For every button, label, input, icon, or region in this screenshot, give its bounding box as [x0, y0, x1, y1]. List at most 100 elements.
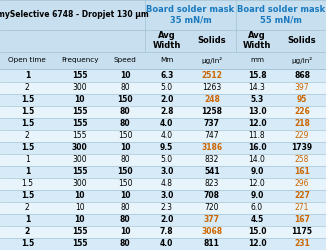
Text: 13.0: 13.0	[248, 107, 266, 116]
Text: 1.5: 1.5	[21, 179, 33, 188]
Text: 737: 737	[204, 119, 220, 128]
Text: 1739: 1739	[291, 143, 313, 152]
Text: Board solder mask
35 mN/m: Board solder mask 35 mN/m	[146, 5, 235, 24]
Text: 9.0: 9.0	[250, 167, 264, 176]
Text: 5.0: 5.0	[161, 83, 173, 92]
Text: 80: 80	[120, 216, 130, 224]
Text: 15.0: 15.0	[248, 228, 266, 236]
Text: 12.0: 12.0	[248, 119, 266, 128]
Text: 12.0: 12.0	[248, 240, 266, 248]
Text: 155: 155	[72, 71, 87, 80]
Text: μg/in²: μg/in²	[291, 57, 313, 64]
Text: 80: 80	[120, 155, 130, 164]
Text: 4.0: 4.0	[160, 119, 173, 128]
Text: 80: 80	[120, 240, 130, 248]
Text: 155: 155	[72, 119, 87, 128]
Bar	[0, 226, 326, 238]
Bar	[0, 142, 326, 154]
Text: 150: 150	[117, 95, 133, 104]
Text: mm: mm	[250, 58, 264, 64]
Text: 167: 167	[294, 216, 310, 224]
Text: 10: 10	[75, 204, 84, 212]
Text: 2: 2	[25, 204, 30, 212]
Text: 15.8: 15.8	[248, 71, 266, 80]
Text: 1: 1	[25, 216, 30, 224]
Bar	[0, 202, 326, 214]
Text: 80: 80	[120, 107, 130, 116]
Text: 6.3: 6.3	[160, 71, 173, 80]
Bar	[0, 154, 326, 166]
Text: 747: 747	[204, 131, 219, 140]
Text: 10: 10	[74, 95, 85, 104]
Text: 10: 10	[74, 191, 85, 200]
Text: 708: 708	[204, 191, 220, 200]
Text: 1.5: 1.5	[21, 191, 34, 200]
Text: Avg
Width: Avg Width	[153, 31, 181, 50]
Text: 80: 80	[120, 83, 130, 92]
Text: 1: 1	[25, 71, 30, 80]
Text: Open time: Open time	[8, 58, 46, 64]
Text: 9.0: 9.0	[250, 191, 264, 200]
Text: 226: 226	[294, 107, 310, 116]
Text: 7.8: 7.8	[160, 228, 173, 236]
Text: 10: 10	[120, 143, 130, 152]
Text: 4.5: 4.5	[250, 216, 264, 224]
Text: 868: 868	[294, 71, 310, 80]
Text: 2.8: 2.8	[160, 107, 173, 116]
Text: 10: 10	[74, 216, 85, 224]
Text: 155: 155	[72, 228, 87, 236]
Text: 300: 300	[72, 143, 87, 152]
Bar	[0, 70, 326, 82]
Text: 155: 155	[72, 131, 87, 140]
Text: 4.8: 4.8	[161, 179, 173, 188]
Text: 10: 10	[120, 71, 130, 80]
Text: 1.5: 1.5	[21, 240, 34, 248]
Text: 5.3: 5.3	[250, 95, 264, 104]
Text: 150: 150	[118, 179, 132, 188]
Text: 3068: 3068	[201, 228, 222, 236]
Text: 80: 80	[120, 204, 130, 212]
Bar	[0, 94, 326, 106]
Text: 1: 1	[25, 155, 30, 164]
Bar	[0, 178, 326, 190]
Text: 300: 300	[72, 83, 87, 92]
Text: Frequency: Frequency	[61, 58, 98, 64]
Text: 2.0: 2.0	[160, 95, 173, 104]
Text: 6.0: 6.0	[251, 204, 263, 212]
Text: 1258: 1258	[201, 107, 222, 116]
Text: 5.0: 5.0	[161, 155, 173, 164]
Text: 155: 155	[72, 167, 87, 176]
Text: 227: 227	[294, 191, 310, 200]
Text: 10: 10	[120, 228, 130, 236]
Text: 2: 2	[25, 228, 30, 236]
Text: 3.0: 3.0	[160, 191, 173, 200]
Text: 823: 823	[205, 179, 219, 188]
Text: 832: 832	[205, 155, 219, 164]
Text: 155: 155	[72, 107, 87, 116]
Text: Solids: Solids	[288, 36, 317, 45]
Text: 296: 296	[295, 179, 309, 188]
Text: 1175: 1175	[292, 228, 313, 236]
Bar	[0, 118, 326, 130]
Text: 3.0: 3.0	[160, 167, 173, 176]
Bar	[0, 190, 326, 202]
Text: 248: 248	[204, 95, 220, 104]
Text: 16.0: 16.0	[248, 143, 266, 152]
Text: 3186: 3186	[201, 143, 222, 152]
Text: 95: 95	[297, 95, 307, 104]
Text: 80: 80	[120, 119, 130, 128]
Bar	[0, 214, 326, 226]
Text: 720: 720	[205, 204, 219, 212]
Text: Board solder mask
55 mN/m: Board solder mask 55 mN/m	[237, 5, 325, 24]
Text: Solids: Solids	[198, 36, 226, 45]
Text: 2.3: 2.3	[161, 204, 173, 212]
Text: 229: 229	[295, 131, 309, 140]
Text: 10: 10	[120, 191, 130, 200]
Text: 2: 2	[25, 83, 30, 92]
Text: 231: 231	[294, 240, 310, 248]
Text: 9.5: 9.5	[160, 143, 173, 152]
Text: 4.0: 4.0	[161, 131, 173, 140]
Text: 1.5: 1.5	[21, 107, 34, 116]
Text: 1.5: 1.5	[21, 95, 34, 104]
Text: 150: 150	[117, 167, 133, 176]
